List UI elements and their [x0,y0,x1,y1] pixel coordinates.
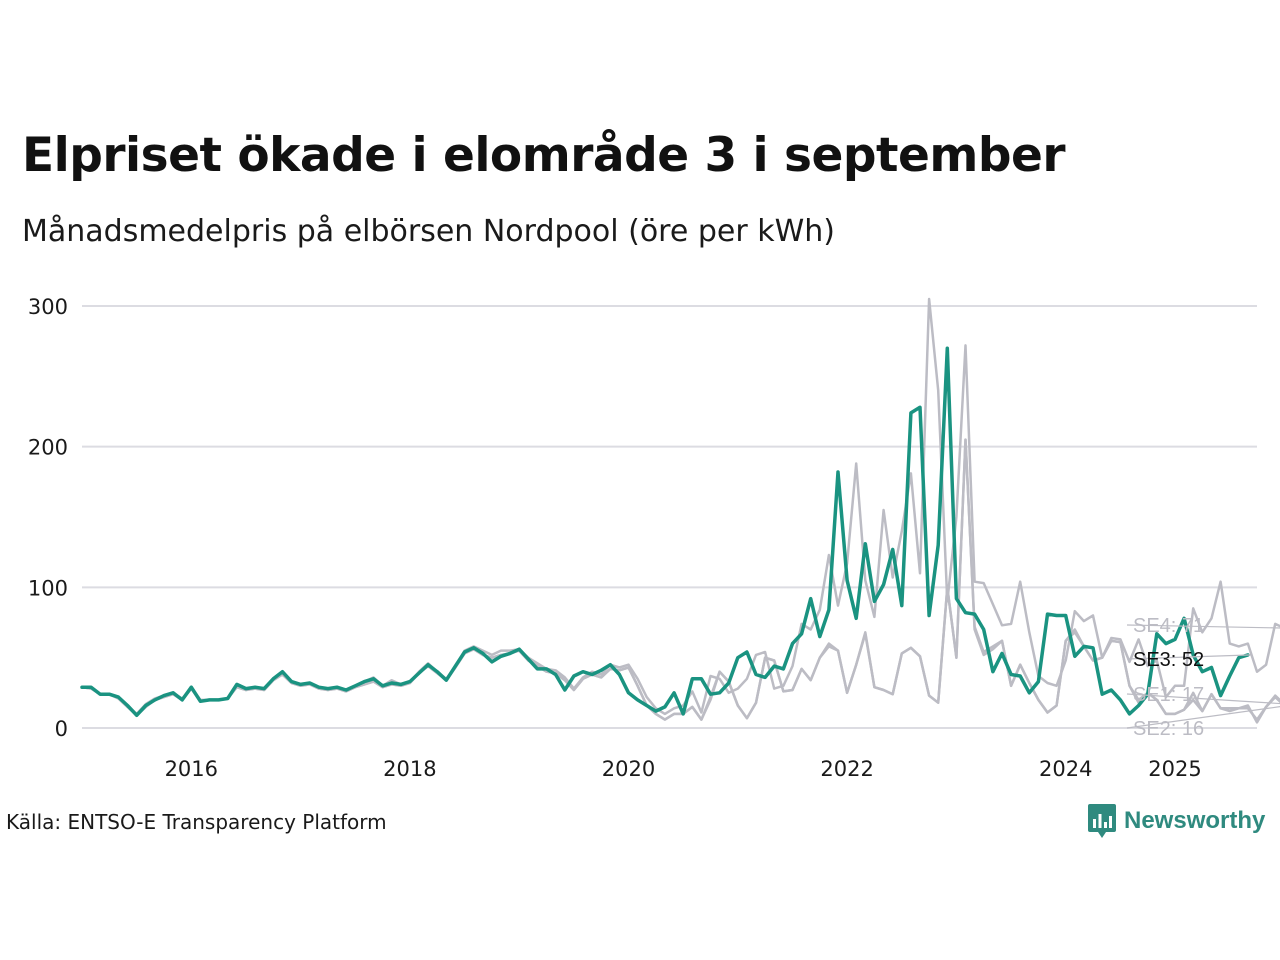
end-label-se2: SE2: 16 [1133,718,1204,740]
newsworthy-icon [1088,804,1116,838]
end-label-se1: SE1: 17 [1133,684,1204,706]
x-tick-label: 2020 [602,757,655,781]
x-tick-label: 2025 [1148,757,1201,781]
series-lines [80,297,1280,724]
end-label-se4: SE4: 71 [1133,615,1204,637]
leader-line-se4 [1126,624,1280,629]
newsworthy-logo: Newsworthy [1088,804,1265,838]
brand-name: Newsworthy [1124,807,1266,834]
source-note: Källa: ENTSO-E Transparency Platform [6,810,387,834]
chart-title: Elpriset ökade i elområde 3 i september [22,128,1066,183]
leader-line-se1 [1126,693,1280,705]
y-tick-label: 200 [28,436,68,460]
y-tick-label: 100 [28,576,68,600]
x-tick-label: 2018 [383,757,436,781]
x-tick-label: 2024 [1039,757,1092,781]
x-tick-label: 2016 [165,757,218,781]
y-tick-label: 0 [55,717,68,741]
x-tick-label: 2022 [820,757,873,781]
gridlines [82,305,1257,729]
series-line-se4 [80,297,1280,716]
end-labels: SE4: 71 SE3: 52 SE1: 17 SE2: 16 [1126,615,1280,740]
y-tick-label: 300 [28,295,68,319]
end-label-se3: SE3: 52 [1133,649,1204,671]
series-line-se3 [80,346,1250,718]
x-axis-ticks: 2016 2018 2020 2022 2024 2025 [165,757,1202,781]
y-axis-ticks: 0 100 200 300 [28,295,68,741]
chart-subtitle: Månadsmedelpris på elbörsen Nordpool (ör… [22,214,835,249]
leader-line-se2 [1126,706,1280,729]
leader-line-se3 [1126,654,1252,660]
